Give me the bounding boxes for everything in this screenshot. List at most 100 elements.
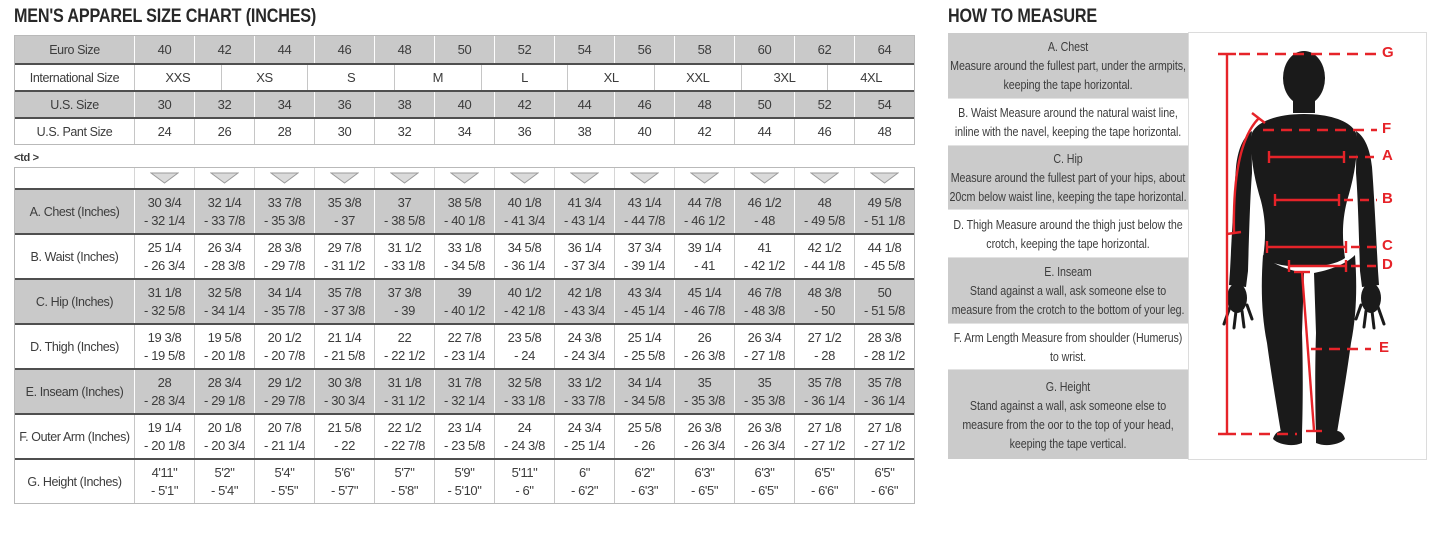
range-top: 33 1/8: [447, 239, 482, 255]
size-cell: 38: [554, 119, 614, 144]
size-cell: 46: [614, 92, 674, 117]
measure-block-waist: B. Waist Measure around the natural wais…: [948, 98, 1188, 146]
range-top: 50: [877, 284, 892, 300]
size-cell: 42: [494, 92, 554, 117]
figure-label-g: G: [1382, 44, 1394, 61]
range-cell: 49 5/8 - 51 1/8: [854, 190, 914, 233]
range-bottom: - 43 3/4: [564, 302, 605, 318]
range-bottom: - 45 1/4: [624, 302, 665, 318]
range-cell: 41 3/4 - 43 1/4: [554, 190, 614, 233]
row-label: U.S. Size: [50, 97, 99, 112]
range-top: 39: [457, 284, 472, 300]
range-cell: 23 5/8 - 24: [494, 325, 554, 368]
range-cell: 25 5/8 - 26: [614, 415, 674, 458]
size-cell: 40: [434, 92, 494, 117]
measure-text: A. Chest Measure around the fullest part,…: [948, 37, 1188, 94]
measure-body: B. Waist Measure around the natural wais…: [954, 105, 1182, 139]
range-bottom: - 37 3/8: [324, 302, 365, 318]
range-top: 30 3/8: [327, 374, 362, 390]
triangle-down-icon: [810, 172, 839, 184]
range-cell: 37 3/8 - 39: [374, 280, 434, 323]
chest-row: A. Chest (Inches) 30 3/4 - 32 1/4 32 1/4 - 3…: [15, 188, 914, 233]
range-top: 21 5/8: [327, 419, 362, 435]
size-cell: 38: [374, 92, 434, 117]
range-top: 25 1/4: [627, 329, 662, 345]
range-bottom: - 32 1/4: [444, 392, 485, 408]
range-bottom: - 30 3/4: [324, 392, 365, 408]
range-cell: 27 1/8 - 27 1/2: [854, 415, 914, 458]
size-cell: 30: [314, 119, 374, 144]
size-cell: 44: [554, 92, 614, 117]
range-bottom: - 28 1/2: [864, 347, 905, 363]
range-cell: 46 1/2 - 48: [734, 190, 794, 233]
range-top: 24 3/4: [567, 419, 602, 435]
height-row: G. Height (Inches) 4'11" - 5'1" 5'2" - 5'4" 5…: [15, 458, 914, 503]
range-top: 33 1/2: [567, 374, 602, 390]
range-cell: 33 1/2 - 33 7/8: [554, 370, 614, 413]
range-bottom: - 23 1/4: [444, 347, 485, 363]
range-top: 23 1/4: [447, 419, 482, 435]
range-bottom: - 28: [814, 347, 835, 363]
range-bottom: - 21 1/4: [264, 437, 305, 453]
arrow-cell: [194, 168, 254, 188]
range-cell: 26 3/8 - 26 3/4: [674, 415, 734, 458]
triangle-down-icon: [390, 172, 419, 184]
range-top: 46 7/8: [747, 284, 782, 300]
range-cell: 6'5" - 6'6": [794, 460, 854, 503]
range-cell: 50 - 51 5/8: [854, 280, 914, 323]
measure-text: B. Waist Measure around the natural wais…: [948, 103, 1188, 141]
size-cell: 54: [854, 92, 914, 117]
size-cell: 34: [434, 119, 494, 144]
range-top: 6'3": [754, 464, 775, 480]
measure-block-height: G. Height Stand against a wall, ask someo…: [948, 370, 1188, 459]
measure-text: G. Height Stand against a wall, ask someo…: [948, 377, 1188, 453]
size-cell: 54: [554, 36, 614, 63]
range-cell: 19 5/8 - 20 1/8: [194, 325, 254, 368]
range-bottom: - 33 1/8: [384, 257, 425, 273]
range-cell: 26 3/4 - 27 1/8: [734, 325, 794, 368]
range-top: 6'3": [694, 464, 715, 480]
triangle-down-icon: [150, 172, 179, 184]
range-top: 6": [578, 464, 591, 480]
range-cell: 41 - 42 1/2: [734, 235, 794, 278]
euro-size-row: Euro Size 40 42 44 46 48 50 52 54 56 58 60 62 64: [15, 36, 914, 63]
triangle-down-icon: [630, 172, 659, 184]
range-bottom: - 6'6": [870, 482, 899, 498]
size-cell: 58: [674, 36, 734, 63]
size-cell: 60: [734, 36, 794, 63]
measure-heading: A. Chest: [1047, 39, 1089, 54]
range-top: 32 5/8: [207, 284, 242, 300]
range-top: 19 3/8: [147, 329, 182, 345]
range-bottom: - 5'10": [447, 482, 482, 498]
size-cell: 46: [794, 119, 854, 144]
range-bottom: - 42 1/2: [744, 257, 785, 273]
range-bottom: - 25 5/8: [624, 347, 665, 363]
triangle-down-icon: [450, 172, 479, 184]
range-cell: 27 1/8 - 27 1/2: [794, 415, 854, 458]
range-top: 21 1/4: [327, 329, 362, 345]
size-cell: 52: [794, 92, 854, 117]
arrow-cell: [254, 168, 314, 188]
range-bottom: - 33 7/8: [564, 392, 605, 408]
range-bottom: - 37: [334, 212, 355, 228]
arrow-cell: [674, 168, 734, 188]
range-cell: 31 1/2 - 33 1/8: [374, 235, 434, 278]
range-top: 39 1/4: [687, 239, 722, 255]
arrow-cell: [734, 168, 794, 188]
range-top: 5'7": [394, 464, 415, 480]
range-cell: 25 1/4 - 25 5/8: [614, 325, 674, 368]
range-top: 29 1/2: [267, 374, 302, 390]
range-bottom: - 28 3/4: [144, 392, 185, 408]
row-label: International Size: [29, 70, 120, 85]
range-top: 22: [397, 329, 412, 345]
arrow-cell: [374, 168, 434, 188]
range-cell: 5'9" - 5'10": [434, 460, 494, 503]
row-label: F. Outer Arm (Inches): [19, 429, 130, 444]
range-bottom: - 29 7/8: [264, 392, 305, 408]
range-cell: 21 5/8 - 22: [314, 415, 374, 458]
range-cell: 6'5" - 6'6": [854, 460, 914, 503]
range-cell: 27 1/2 - 28: [794, 325, 854, 368]
range-bottom: - 22: [334, 437, 355, 453]
range-cell: 35 7/8 - 36 1/4: [794, 370, 854, 413]
